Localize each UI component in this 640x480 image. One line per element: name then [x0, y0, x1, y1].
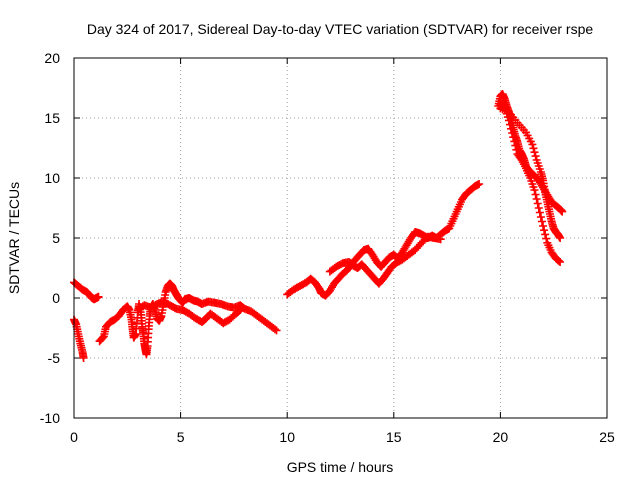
data-point — [533, 199, 542, 208]
data-point — [558, 207, 567, 216]
y-tick-label: 15 — [44, 110, 60, 126]
series-segment-1 — [70, 278, 103, 304]
data-point — [556, 234, 565, 242]
y-axis-label: SDTVAR / TECUs — [6, 182, 22, 294]
data-point — [536, 213, 545, 221]
data-point — [272, 326, 281, 335]
data-point — [530, 186, 539, 194]
y-tick-label: 20 — [44, 50, 60, 66]
data-point — [94, 292, 103, 301]
x-tick-label: 15 — [386, 429, 402, 445]
y-tick-label: 10 — [44, 170, 60, 186]
x-tick-label: 10 — [279, 429, 295, 445]
series-segment-3 — [95, 279, 281, 359]
grid — [74, 58, 607, 418]
series-segment-6 — [325, 232, 445, 288]
data-point — [475, 180, 484, 188]
data-point — [540, 226, 549, 235]
data-point — [555, 257, 564, 266]
series-segment-4 — [133, 297, 245, 328]
data-point — [270, 325, 279, 334]
y-tick-label: 0 — [52, 290, 60, 306]
data-point — [510, 137, 519, 146]
data-point — [537, 217, 546, 226]
data-point — [541, 230, 550, 239]
x-axis-label: GPS time / hours — [287, 459, 394, 475]
y-tick-label: -10 — [40, 410, 60, 426]
data-point — [539, 222, 548, 230]
data-point — [512, 145, 521, 154]
series-segment-2 — [70, 315, 88, 362]
data-point — [236, 306, 245, 314]
data-point — [508, 129, 517, 137]
data-point — [532, 195, 541, 203]
x-tick-label: 20 — [493, 429, 509, 445]
tick-labels: 0 5 10 15 20 25 -10 -5 0 5 10 15 20 — [40, 50, 615, 445]
data-point — [507, 124, 516, 133]
y-tick-label: 5 — [52, 230, 60, 246]
data-point — [531, 152, 540, 161]
series-segment-9 — [496, 104, 565, 242]
data-point — [528, 140, 537, 149]
data-point — [556, 258, 565, 266]
data-series — [70, 90, 567, 362]
chart-title: Day 324 of 2017, Sidereal Day-to-day VTE… — [87, 21, 593, 37]
y-tick-label: -5 — [48, 350, 61, 366]
data-point — [535, 208, 544, 217]
x-tick-label: 25 — [599, 429, 615, 445]
data-point — [530, 148, 539, 157]
data-point — [511, 141, 520, 150]
plot-border — [73, 57, 608, 419]
x-tick-label: 0 — [70, 429, 78, 445]
data-point — [505, 120, 514, 129]
data-point — [529, 144, 538, 153]
data-point — [98, 333, 107, 342]
data-point — [79, 354, 88, 362]
data-point — [531, 190, 540, 199]
x-tick-label: 5 — [177, 429, 185, 445]
data-point — [542, 234, 551, 243]
data-point — [509, 133, 518, 142]
data-point — [235, 306, 244, 315]
data-point — [436, 235, 445, 244]
data-point — [534, 204, 543, 212]
